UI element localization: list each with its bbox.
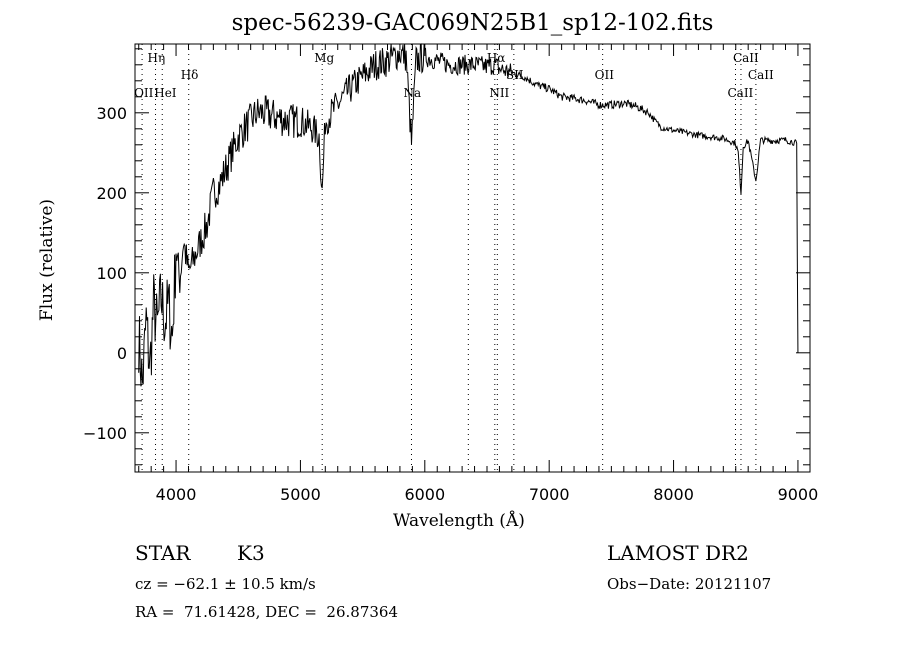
x-axis-label: Wavelength (Å) [393, 511, 525, 531]
plot-frame [134, 43, 811, 473]
x-tick-label: 9000 [778, 485, 819, 504]
spectrum-line [138, 43, 799, 387]
survey-name: LAMOST DR2 [607, 541, 749, 565]
x-tick-label: 7000 [529, 485, 570, 504]
y-tick-label: 200 [96, 184, 127, 203]
line-marker-label: NII [489, 86, 509, 100]
chart-title: spec-56239-GAC069N25B1_sp12-102.fits [231, 10, 714, 36]
y-axis-label: Flux (relative) [37, 198, 57, 322]
line-marker-label: HeI [154, 86, 177, 100]
line-marker-label: Mg [314, 51, 334, 65]
y-tick-label: −100 [83, 424, 127, 443]
x-tick-label: 5000 [280, 485, 321, 504]
line-marker-label: OII [134, 86, 154, 100]
x-tick-label: 4000 [156, 485, 197, 504]
line-marker-label: CaII [733, 51, 759, 65]
object-class: STAR [135, 541, 191, 565]
line-marker-label: CaII [727, 86, 753, 100]
coordinates-text: RA = 71.61428, DEC = 26.87364 [135, 603, 399, 621]
x-tick-label: 8000 [653, 485, 694, 504]
x-tick-label: 6000 [404, 485, 445, 504]
redshift-text: cz = −62.1 ± 10.5 km/s [135, 575, 316, 593]
line-marker-label: Hδ [181, 68, 199, 82]
line-marker-label: CaII [748, 68, 774, 82]
y-tick-label: 100 [96, 264, 127, 283]
object-subclass: K3 [237, 541, 265, 565]
y-tick-label: 300 [96, 104, 127, 123]
obs-date: Obs−Date: 20121107 [607, 575, 772, 593]
line-marker-label: OII [595, 68, 615, 82]
y-tick-label: 0 [117, 344, 127, 363]
line-marker-label: Hα [487, 51, 506, 65]
line-marker-label: Na [403, 86, 421, 100]
line-marker-label: Hη [148, 51, 166, 65]
